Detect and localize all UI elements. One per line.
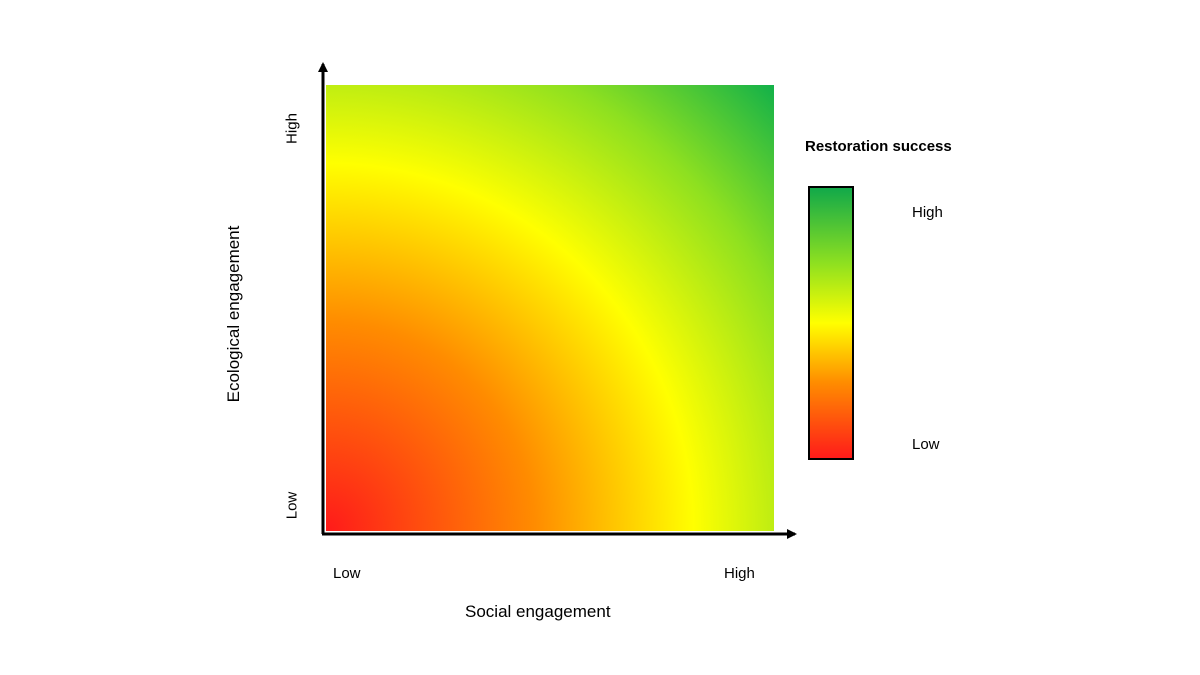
legend-low-label: Low bbox=[912, 436, 940, 453]
y-axis-low-label: Low bbox=[283, 491, 301, 520]
x-axis-low-label: Low bbox=[333, 565, 361, 582]
legend-color-bar bbox=[808, 186, 854, 460]
y-axis-title: Ecological engagement bbox=[224, 225, 243, 403]
legend-high-label: High bbox=[912, 204, 943, 221]
legend-title: Restoration success bbox=[805, 138, 952, 155]
x-axis-title: Social engagement bbox=[465, 602, 611, 621]
x-axis-high-label: High bbox=[724, 565, 755, 582]
engagement-heatmap-field bbox=[326, 85, 774, 531]
y-axis-high-label: High bbox=[283, 113, 301, 144]
